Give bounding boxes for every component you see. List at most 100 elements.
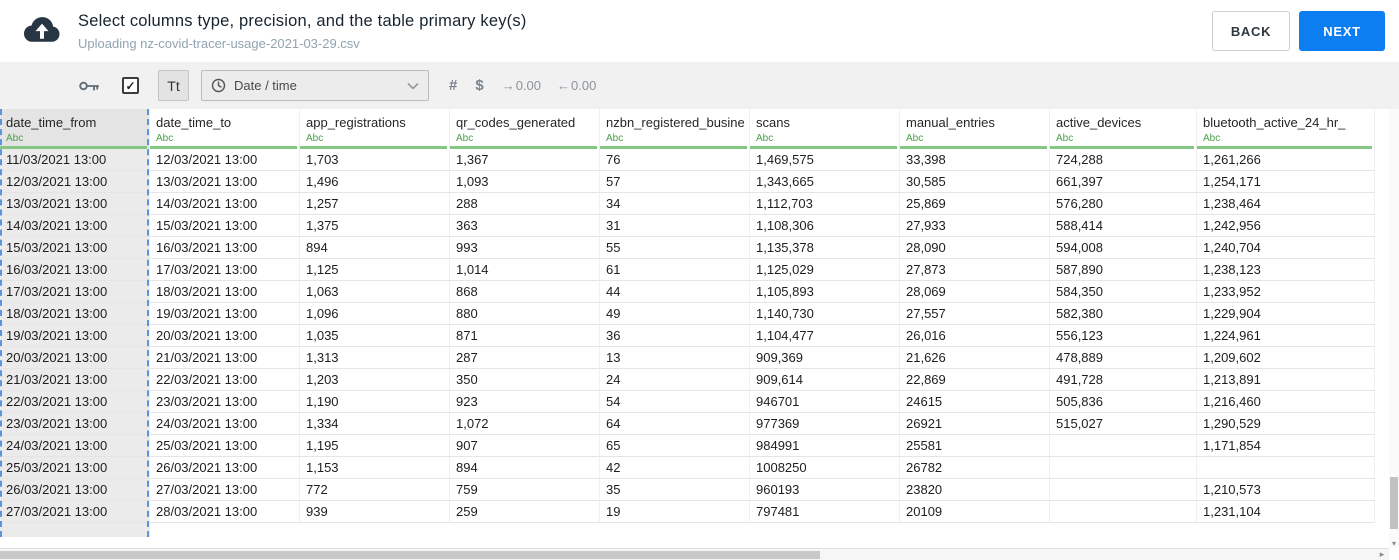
cell[interactable]: 1,290,529: [1197, 413, 1375, 435]
cell[interactable]: 27/03/2021 13:00: [0, 501, 150, 523]
scroll-right-arrow[interactable]: ▸: [1379, 549, 1385, 559]
cell[interactable]: 25/03/2021 13:00: [150, 435, 300, 457]
cell[interactable]: 26,016: [900, 325, 1050, 347]
cell[interactable]: 1,171,854: [1197, 435, 1375, 457]
cell[interactable]: 36: [600, 325, 750, 347]
cell[interactable]: 13/03/2021 13:00: [150, 171, 300, 193]
cell[interactable]: 22/03/2021 13:00: [150, 369, 300, 391]
cell[interactable]: 1,334: [300, 413, 450, 435]
cell[interactable]: 259: [450, 501, 600, 523]
cell[interactable]: 1,238,464: [1197, 193, 1375, 215]
column-header-qr_codes_generated[interactable]: qr_codes_generated Abc: [450, 109, 600, 149]
cell[interactable]: 1,240,704: [1197, 237, 1375, 259]
cell[interactable]: 1,063: [300, 281, 450, 303]
cell[interactable]: [1050, 435, 1197, 457]
currency-type-button[interactable]: $: [475, 77, 484, 94]
cell[interactable]: 25,869: [900, 193, 1050, 215]
cell[interactable]: 20/03/2021 13:00: [150, 325, 300, 347]
cell[interactable]: 24: [600, 369, 750, 391]
decrease-precision-button[interactable]: ← 0.00: [557, 78, 596, 93]
cell[interactable]: 64: [600, 413, 750, 435]
cell[interactable]: 894: [450, 457, 600, 479]
cell[interactable]: 76: [600, 149, 750, 171]
cell[interactable]: 923: [450, 391, 600, 413]
cell[interactable]: 35: [600, 479, 750, 501]
cell[interactable]: 594,008: [1050, 237, 1197, 259]
cell[interactable]: 44: [600, 281, 750, 303]
cell[interactable]: 26782: [900, 457, 1050, 479]
cell[interactable]: 16/03/2021 13:00: [150, 237, 300, 259]
cell[interactable]: 772: [300, 479, 450, 501]
cell[interactable]: 907: [450, 435, 600, 457]
cell[interactable]: 1,343,665: [750, 171, 900, 193]
cell[interactable]: 28/03/2021 13:00: [150, 501, 300, 523]
cell[interactable]: 797481: [750, 501, 900, 523]
cell[interactable]: 27,933: [900, 215, 1050, 237]
cell[interactable]: 1,112,703: [750, 193, 900, 215]
column-header-manual_entries[interactable]: manual_entries Abc: [900, 109, 1050, 149]
increase-precision-button[interactable]: → 0.00: [502, 78, 541, 93]
cell[interactable]: 505,836: [1050, 391, 1197, 413]
text-type-button[interactable]: Tt: [158, 70, 189, 101]
cell[interactable]: 21/03/2021 13:00: [0, 369, 150, 391]
cell[interactable]: 15/03/2021 13:00: [0, 237, 150, 259]
cell[interactable]: 909,369: [750, 347, 900, 369]
cell[interactable]: 20/03/2021 13:00: [0, 347, 150, 369]
cell[interactable]: 582,380: [1050, 303, 1197, 325]
column-header-bluetooth_active_24_hr_[interactable]: bluetooth_active_24_hr_ Abc: [1197, 109, 1375, 149]
cell[interactable]: 1,210,573: [1197, 479, 1375, 501]
cell[interactable]: [1050, 501, 1197, 523]
column-header-app_registrations[interactable]: app_registrations Abc: [300, 109, 450, 149]
cell[interactable]: 287: [450, 347, 600, 369]
cell[interactable]: 54: [600, 391, 750, 413]
cell[interactable]: 19/03/2021 13:00: [0, 325, 150, 347]
cell[interactable]: 724,288: [1050, 149, 1197, 171]
cell[interactable]: 14/03/2021 13:00: [150, 193, 300, 215]
cell[interactable]: 350: [450, 369, 600, 391]
cell[interactable]: 1,195: [300, 435, 450, 457]
cell[interactable]: 21,626: [900, 347, 1050, 369]
cell[interactable]: 1,231,104: [1197, 501, 1375, 523]
cell[interactable]: 556,123: [1050, 325, 1197, 347]
cell[interactable]: 960193: [750, 479, 900, 501]
cell[interactable]: 1,203: [300, 369, 450, 391]
cell[interactable]: 1,108,306: [750, 215, 900, 237]
cell[interactable]: 26/03/2021 13:00: [0, 479, 150, 501]
cell[interactable]: 1,140,730: [750, 303, 900, 325]
cell[interactable]: 1,104,477: [750, 325, 900, 347]
cell[interactable]: 1,224,961: [1197, 325, 1375, 347]
cell[interactable]: 1,254,171: [1197, 171, 1375, 193]
cell[interactable]: 31: [600, 215, 750, 237]
cell[interactable]: 1,093: [450, 171, 600, 193]
cell[interactable]: 1,375: [300, 215, 450, 237]
cell[interactable]: 27,557: [900, 303, 1050, 325]
cell[interactable]: 30,585: [900, 171, 1050, 193]
cell[interactable]: 868: [450, 281, 600, 303]
cell[interactable]: 12/03/2021 13:00: [0, 171, 150, 193]
cell[interactable]: 977369: [750, 413, 900, 435]
cell[interactable]: 478,889: [1050, 347, 1197, 369]
cell[interactable]: 24/03/2021 13:00: [150, 413, 300, 435]
primary-key-checkbox[interactable]: ✓: [122, 77, 139, 94]
cell[interactable]: 288: [450, 193, 600, 215]
cell[interactable]: 17/03/2021 13:00: [0, 281, 150, 303]
horizontal-scrollbar[interactable]: ▸: [0, 548, 1389, 560]
cell[interactable]: 1,496: [300, 171, 450, 193]
cell[interactable]: 587,890: [1050, 259, 1197, 281]
cell[interactable]: 1,209,602: [1197, 347, 1375, 369]
cell[interactable]: 25/03/2021 13:00: [0, 457, 150, 479]
cell[interactable]: 28,069: [900, 281, 1050, 303]
cell[interactable]: 12/03/2021 13:00: [150, 149, 300, 171]
cell[interactable]: [1197, 457, 1375, 479]
cell[interactable]: 661,397: [1050, 171, 1197, 193]
cell[interactable]: 1,072: [450, 413, 600, 435]
cell[interactable]: 946701: [750, 391, 900, 413]
cell[interactable]: 20109: [900, 501, 1050, 523]
cell[interactable]: 1,229,904: [1197, 303, 1375, 325]
back-button[interactable]: BACK: [1212, 11, 1290, 51]
cell[interactable]: 42: [600, 457, 750, 479]
cell[interactable]: 26/03/2021 13:00: [150, 457, 300, 479]
cell[interactable]: 13/03/2021 13:00: [0, 193, 150, 215]
cell[interactable]: 57: [600, 171, 750, 193]
cell[interactable]: 1,703: [300, 149, 450, 171]
